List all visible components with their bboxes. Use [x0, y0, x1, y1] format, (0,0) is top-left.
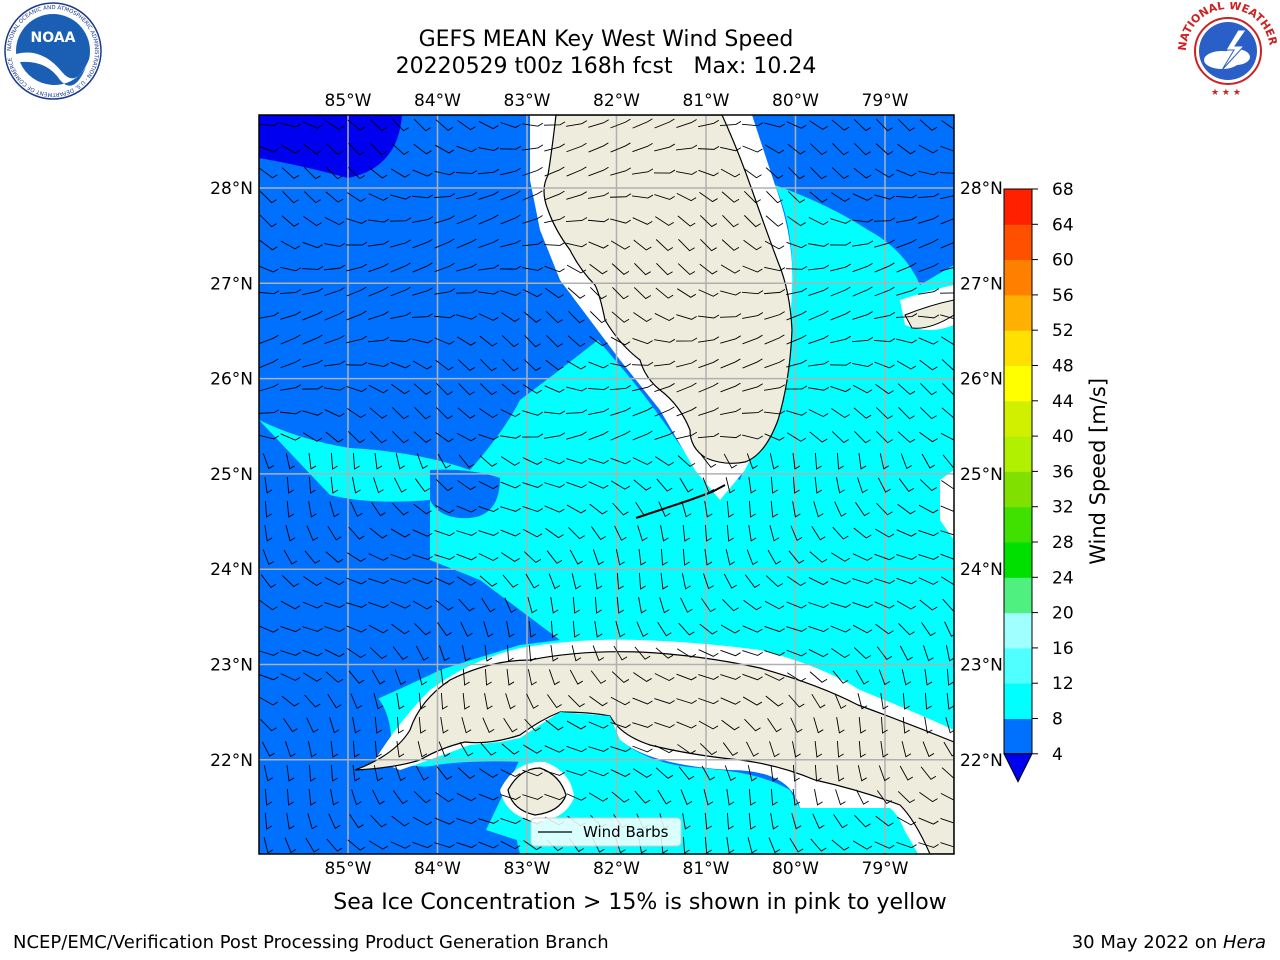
svg-text:★ ★ ★: ★ ★ ★	[1211, 88, 1241, 98]
colorbar-segment	[1004, 294, 1032, 331]
colorbar-segment	[1004, 506, 1032, 543]
colorbar-tick: 28	[1052, 533, 1074, 553]
colorbar-tick: 52	[1052, 321, 1074, 341]
colorbar-tick: 40	[1052, 427, 1074, 447]
lon-tick-top: 83°W	[504, 91, 551, 111]
colorbar-tick: 32	[1052, 498, 1074, 518]
colorbar-segment	[1004, 718, 1032, 755]
ocean-region-below-4	[259, 115, 402, 178]
lat-tick-right: 22°N	[960, 751, 1003, 771]
lon-tick-top: 81°W	[683, 91, 730, 111]
footer-date-text: 30 May 2022 on	[1071, 932, 1223, 953]
lat-tick-left: 27°N	[210, 274, 253, 294]
chart-subtitle: 20220529 t00z 168h fcst Max: 10.24	[395, 54, 817, 79]
graticule	[259, 115, 954, 854]
legend-label: Wind Barbs	[583, 823, 669, 841]
colorbar-under-arrow	[1003, 753, 1033, 783]
colorbar-segment	[1004, 577, 1032, 614]
lat-tick-left: 24°N	[210, 560, 253, 580]
lat-tick-left: 28°N	[210, 179, 253, 199]
colorbar-segment	[1004, 647, 1032, 684]
colorbar-tick: 68	[1052, 180, 1074, 200]
lon-tick-bottom: 81°W	[683, 859, 730, 879]
chart-title: GEFS MEAN Key West Wind Speed	[418, 27, 794, 52]
noaa-logo-text: NOAA	[31, 30, 76, 46]
lon-tick-bottom: 84°W	[414, 859, 461, 879]
colorbar-segment	[1004, 330, 1032, 366]
cuba-land	[354, 651, 954, 854]
lon-tick-top: 82°W	[593, 91, 640, 111]
colorbar-tick: 8	[1052, 710, 1063, 730]
nws-logo: NATIONAL WEATHER SERVICE ★ ★ ★	[1178, 2, 1278, 98]
colorbar-tick: 64	[1052, 215, 1074, 235]
sea-ice-caption: Sea Ice Concentration > 15% is shown in …	[333, 890, 947, 915]
colorbar-tick: 16	[1052, 639, 1074, 659]
colorbar-segment	[1004, 683, 1032, 719]
colorbar-segment	[1004, 189, 1032, 225]
lat-tick-right: 27°N	[960, 274, 1003, 294]
colorbar-segment	[1004, 436, 1032, 472]
wind-barbs	[259, 118, 954, 854]
ocean-patch-4-8	[430, 469, 500, 519]
lon-tick-bottom: 85°W	[325, 859, 372, 879]
footer-credit: NCEP/EMC/Verification Post Processing Pr…	[13, 932, 609, 953]
colorbar-segment	[1004, 259, 1032, 296]
colorbar-label: Wind Speed [m/s]	[1086, 378, 1110, 565]
colorbar-tick: 24	[1052, 568, 1074, 588]
florida-land	[543, 115, 793, 464]
footer-host: Hera	[1222, 932, 1266, 953]
lon-tick-top: 85°W	[325, 91, 372, 111]
colorbar-segment	[1004, 612, 1032, 649]
lat-tick-left: 23°N	[210, 656, 253, 676]
lon-tick-bottom: 82°W	[593, 859, 640, 879]
lat-tick-left: 26°N	[210, 370, 253, 390]
map-legend: Wind Barbs	[530, 817, 682, 847]
colorbar-segment	[1004, 471, 1032, 508]
colorbar-segment	[1004, 400, 1032, 437]
colorbar-tick: 36	[1052, 462, 1074, 482]
lon-tick-bottom: 80°W	[772, 859, 819, 879]
footer-date: 30 May 2022 on Hera	[1072, 932, 1266, 953]
colorbar-segment	[1004, 542, 1032, 578]
lat-tick-left: 25°N	[210, 465, 253, 485]
lat-tick-right: 26°N	[960, 370, 1003, 390]
lat-tick-left: 22°N	[210, 751, 253, 771]
map-frame	[258, 114, 955, 855]
lat-tick-right: 28°N	[960, 179, 1003, 199]
lon-tick-top: 84°W	[414, 91, 461, 111]
lat-tick-right: 25°N	[960, 465, 1003, 485]
colorbar-segment	[1004, 224, 1032, 261]
colorbar-tick: 4	[1052, 745, 1063, 765]
colorbar-tick: 20	[1052, 604, 1074, 624]
lon-tick-top: 79°W	[862, 91, 909, 111]
lon-tick-bottom: 83°W	[504, 859, 551, 879]
florida-keys	[635, 484, 726, 519]
colorbar-tick: 48	[1052, 357, 1074, 377]
colorbar-tick: 60	[1052, 251, 1074, 271]
colorbar-segment	[1004, 365, 1032, 402]
colorbar-tick: 44	[1052, 392, 1074, 412]
colorbar-tick: 56	[1052, 286, 1074, 306]
lat-tick-right: 24°N	[960, 560, 1003, 580]
lat-tick-right: 23°N	[960, 656, 1003, 676]
lon-tick-bottom: 79°W	[862, 859, 909, 879]
noaa-logo: NOAA NATIONAL OCEANIC AND ATMOSPHERIC AD…	[4, 2, 102, 100]
lon-tick-top: 80°W	[772, 91, 819, 111]
colorbar-tick: 12	[1052, 674, 1074, 694]
